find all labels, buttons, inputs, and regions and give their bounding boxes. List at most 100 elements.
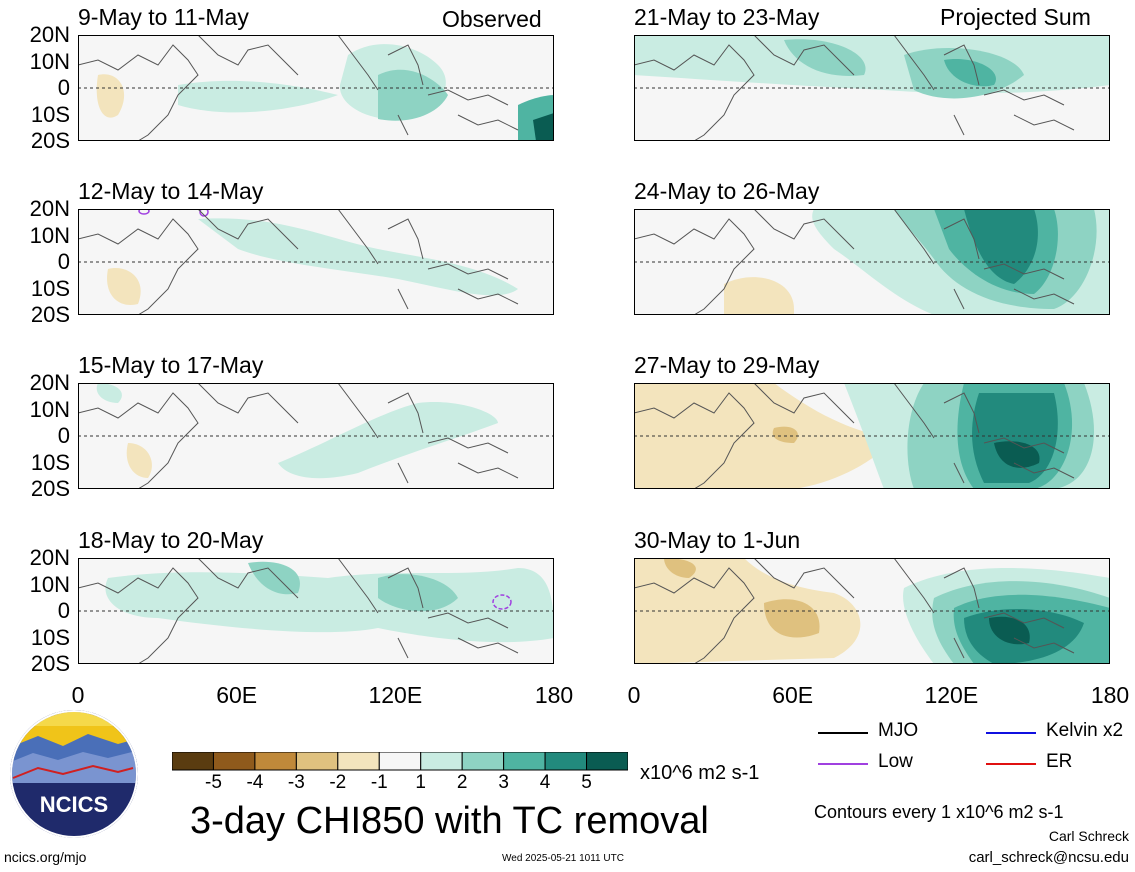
coastline-segment [337,558,379,614]
ncics-logo: NCICS [10,710,138,838]
main-title: 3-day CHI850 with TC removal [190,800,709,842]
coastline-segment [634,44,755,141]
coastline-segment [983,89,1065,106]
coastline-segment [893,558,935,614]
coastline-segment [427,437,509,454]
colorbar-swatch [378,752,422,771]
map-panel-6 [634,209,1110,315]
longitude-label: 180 [534,682,574,708]
coastline-segment [753,209,855,250]
map-panel-8 [634,558,1110,664]
contour-note: Contours every 1 x10^6 m2 s-1 [814,802,1064,822]
colorbar-tick-label: 2 [456,772,468,793]
longitude-label: 120E [368,682,423,708]
coastline-segment [943,218,980,260]
coastline-segment [427,263,509,280]
latitude-label: 10S [30,624,70,650]
latitude-label: 20N [29,196,70,221]
longitude-label: 180 [1090,682,1130,708]
colorbar [172,752,628,771]
coastline-segment [197,383,299,424]
latitude-label: 0 [57,75,70,100]
timestamp: Wed 2025-05-21 1011 UTC [502,853,624,864]
longitude-label: 0 [71,682,85,708]
coastline-segment [457,637,519,654]
email[interactable]: carl_schreck@ncsu.edu [968,849,1129,866]
latitude-label: 20S [30,302,70,327]
logo-text: NCICS [40,792,108,817]
coastline-segment [78,218,199,315]
latitude-label: 0 [57,423,70,448]
longitude-label: 0 [627,682,641,708]
map-panel-4 [78,558,554,664]
panel-title-2: 12-May to 14-May [78,178,264,204]
colorbar-swatch [586,752,628,771]
coastline-segment [753,35,855,76]
legend-label: Kelvin x2 [1046,720,1124,741]
panel-title-5: 21-May to 23-May [634,4,820,30]
colorbar-swatch [295,752,339,771]
coastline-segment [893,383,935,439]
coastline-segment [197,209,299,250]
colorbar-swatch [544,752,588,771]
latitude-label: 20S [30,476,70,501]
coastline-segment [634,567,755,664]
coastline-segment [1013,288,1075,305]
colorbar-tick-label: -5 [205,772,222,793]
longitude-label: 120E [924,682,979,708]
coastline-segment [387,218,424,260]
colorbar-tick-label: 3 [498,772,509,793]
colorbar-tick-label: 4 [539,772,551,793]
map-panel-1 [78,35,554,141]
latitude-label: 10N [29,571,70,597]
website-link[interactable]: ncics.org/mjo [4,849,87,865]
coastline-segment [457,114,519,131]
coastline-segment [953,114,965,136]
latitude-label: 10S [30,449,70,475]
panel-title-8: 30-May to 1-Jun [634,527,801,553]
latitude-label: 10S [30,275,70,301]
coastline-segment [943,44,980,86]
colorbar-tick-label: 1 [415,772,426,793]
colorbar-tick-label: 5 [581,772,592,793]
latitude-label: 0 [57,598,70,623]
latitude-label: 10N [29,48,70,74]
coastline-segment [983,437,1065,454]
coastline [634,209,1075,315]
coastline-segment [387,392,424,434]
legend-line-kelvin-x2 [986,732,1036,734]
legend-label: MJO [878,720,919,741]
legend-line-low [818,763,868,765]
coastline [78,383,519,489]
legend-label: ER [1046,751,1073,772]
coastline-segment [387,44,424,86]
map-panel-2 [78,209,554,315]
colorbar-tick-label: -3 [287,772,305,793]
coastline-segment [1013,462,1075,479]
colorbar-swatch [254,752,297,771]
coastline-segment [197,558,299,599]
colorbar-tick-label: -1 [370,772,388,793]
coastline-segment [753,558,855,599]
colorbar-tick-label: -2 [329,772,347,793]
longitude-label: 60E [772,682,814,708]
latitude-label: 20N [29,370,70,395]
colorbar-swatch [461,752,505,771]
coastline-segment [953,288,965,310]
map-panel-5 [634,35,1110,141]
colorbar-units: x10^6 m2 s-1 [640,762,760,784]
coastline-segment [397,114,409,136]
coastline-segment [1013,637,1075,654]
map-panel-3 [78,383,554,489]
colorbar-swatch [503,752,546,771]
coastline-segment [427,612,509,629]
coastline-segment [337,209,379,265]
coastline-segment [893,35,935,91]
coastline-segment [337,35,379,91]
coastline-segment [427,89,509,106]
colorbar-swatch [172,752,214,771]
panel-title-3: 15-May to 17-May [78,352,264,378]
latitude-label: 20N [29,545,70,570]
coastline [634,35,1075,141]
coastline-segment [457,462,519,479]
